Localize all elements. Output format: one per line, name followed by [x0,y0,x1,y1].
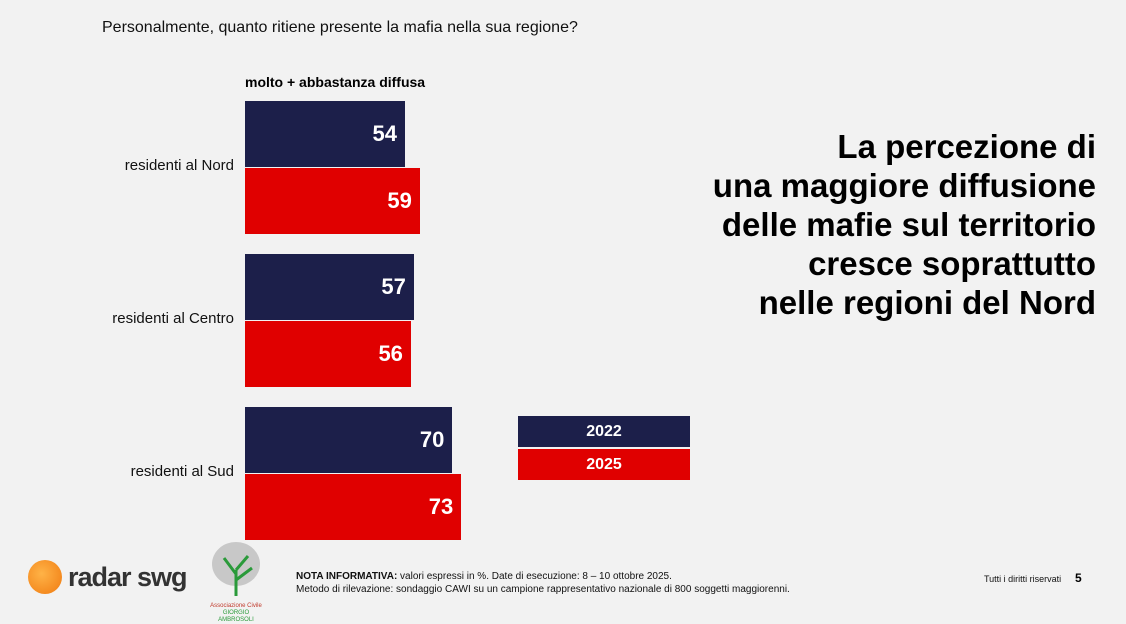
headline-line: una maggiore diffusione [712,167,1096,204]
legend-2022: 2022 [518,416,690,447]
chart-subtitle: molto + abbastanza diffusa [245,74,426,90]
bar-2022: 70 [245,407,453,473]
note-text: valori espressi in %. Date di esecuzione… [397,571,672,582]
globe-icon [28,560,62,594]
radar-swg-logo: radar swg [28,560,188,594]
page-number: 5 [1075,571,1082,585]
note-label: NOTA INFORMATIVA: [296,571,398,582]
bar-2025: 59 [245,168,420,234]
data-label: 57 [381,274,406,299]
data-label: 73 [428,494,454,519]
ambrosoli-logo: Associazione Civile GIORGIO AMBROSOLI [205,540,267,624]
bar-2022: 57 [245,254,414,320]
category-label: residenti al Centro [112,310,234,327]
bar-2025: 73 [245,474,462,540]
headline-line: cresce soprattutto [808,245,1096,282]
data-label: 70 [419,427,445,452]
question-text: Personalmente, quanto ritiene presente l… [102,19,578,36]
category-label: residenti al Sud [130,463,234,480]
headline: La percezione di una maggiore diffusione… [713,127,1096,322]
data-label: 59 [387,188,412,213]
bar-2022: 54 [245,101,405,167]
bar-2025: 56 [245,321,411,387]
legend-2025: 2025 [518,449,690,480]
headline-line: La percezione di [837,128,1096,165]
headline-line: delle mafie sul territorio [721,206,1096,243]
note-line: NOTA INFORMATIVA: valori espressi in %. … [296,571,672,582]
rights-text: Tutti i diritti riservati [984,574,1062,584]
tree-icon [212,542,260,596]
method-line: Metodo di rilevazione: sondaggio CAWI su… [296,584,790,595]
data-label: 54 [372,121,397,146]
category-label: residenti al Nord [124,157,234,174]
headline-line: nelle regioni del Nord [758,284,1096,321]
brand-text: radar swg [68,561,188,592]
data-label: 56 [378,341,403,366]
